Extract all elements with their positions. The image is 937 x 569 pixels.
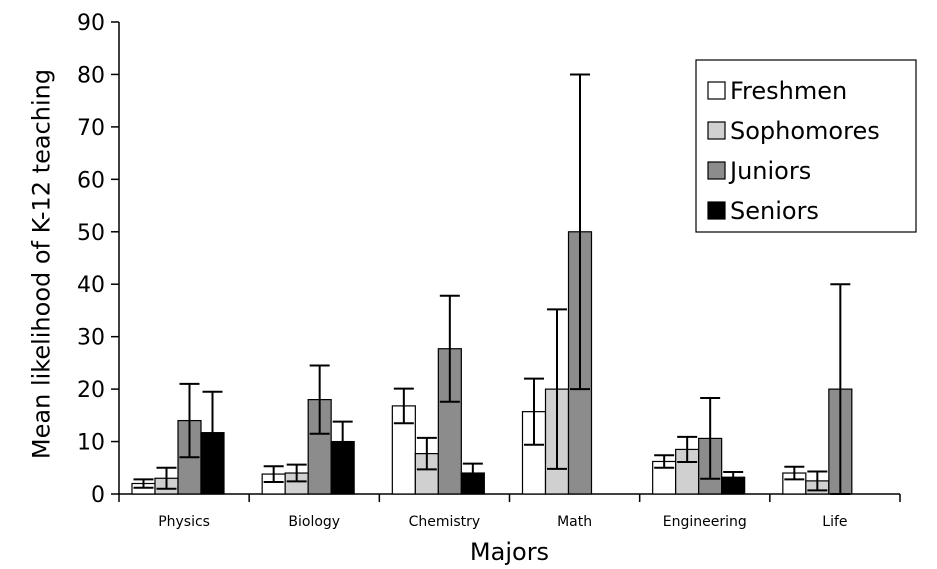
- category-label: Engineering: [663, 514, 747, 530]
- legend-swatch: [707, 201, 726, 220]
- error-bars: [133, 73, 851, 495]
- y-tick-label: 40: [77, 273, 105, 298]
- y-tick-label: 20: [77, 378, 105, 403]
- y-tick-label: 50: [77, 221, 105, 246]
- legend-swatch: [707, 161, 726, 180]
- y-tick-label: 70: [77, 116, 105, 141]
- legend-label: Seniors: [730, 197, 819, 225]
- y-tick-label: 80: [77, 63, 105, 88]
- legend-label: Juniors: [728, 157, 811, 185]
- y-axis-ticks: 0 10 20 30 40 50 60 70 80 90: [77, 11, 119, 508]
- x-axis-ticks: Physics Biology Chemistry Math Engineering Li…: [118, 494, 901, 530]
- y-tick-label: 60: [77, 168, 105, 193]
- legend: Freshmen Sophomores Juniors Seniors: [695, 59, 917, 233]
- category-label: Chemistry: [409, 514, 481, 530]
- legend-swatch: [707, 121, 726, 140]
- y-tick-label: 90: [77, 11, 105, 36]
- y-tick-label: 10: [77, 431, 105, 456]
- category-label: Biology: [288, 514, 340, 530]
- legend-frame: [695, 59, 917, 233]
- y-tick-label: 30: [77, 326, 105, 351]
- legend-label: Freshmen: [730, 77, 847, 105]
- bar-groups: [131, 231, 853, 495]
- legend-label: Sophomores: [730, 117, 880, 145]
- y-axis-title: Mean likelihood of K-12 teaching: [27, 69, 55, 459]
- legend-swatch: [707, 81, 726, 100]
- x-axis-title: Majors: [470, 538, 549, 566]
- y-tick-label: 0: [91, 483, 105, 508]
- category-label: Math: [557, 514, 592, 530]
- category-label: Life: [822, 514, 847, 530]
- category-label: Physics: [158, 514, 210, 530]
